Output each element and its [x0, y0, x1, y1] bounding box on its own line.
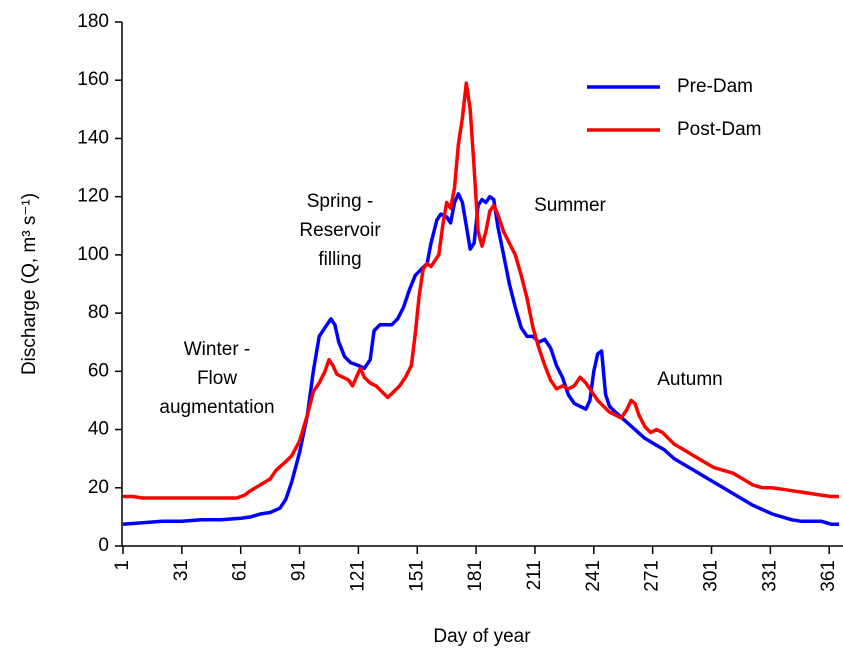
- legend-label: Post-Dam: [677, 119, 761, 140]
- y-tick-label: 20: [88, 477, 109, 498]
- x-tick-label: 271: [642, 560, 663, 592]
- y-tick-label: 0: [98, 535, 109, 556]
- y-tick-label: 120: [77, 186, 109, 207]
- x-tick-label: 331: [759, 560, 780, 592]
- annotation: filling: [318, 249, 361, 270]
- annotation: Summer: [534, 195, 606, 216]
- legend-label: Pre-Dam: [677, 76, 753, 97]
- x-tick-label: 151: [406, 560, 427, 592]
- y-tick-label: 100: [77, 244, 109, 265]
- x-tick-label: 31: [171, 560, 192, 581]
- annotation: augmentation: [159, 397, 274, 418]
- y-tick-label: 60: [88, 360, 109, 381]
- x-tick-label: 181: [465, 560, 486, 592]
- annotation: Autumn: [657, 369, 722, 390]
- x-tick-label: 1: [112, 560, 133, 571]
- data-line: [122, 192, 839, 526]
- y-tick-label: 140: [77, 127, 109, 148]
- y-tick-label: 40: [88, 419, 109, 440]
- x-tick-label: 61: [230, 560, 251, 581]
- data-line: [123, 81, 839, 500]
- y-tick-label: 80: [88, 302, 109, 323]
- x-axis-label: Day of year: [433, 626, 531, 647]
- y-tick-label: 180: [77, 11, 109, 32]
- x-tick-label: 211: [524, 560, 545, 590]
- x-tick-label: 301: [701, 560, 722, 592]
- y-tick-label: 160: [77, 69, 109, 90]
- annotation: Reservoir: [299, 220, 381, 241]
- annotation: Winter -: [184, 339, 251, 360]
- x-tick-label: 91: [289, 560, 310, 581]
- x-tick-label: 361: [818, 560, 839, 592]
- annotation: Spring -: [307, 191, 374, 212]
- y-axis-label: Discharge (Q, m³ s⁻¹): [19, 193, 40, 375]
- x-tick-label: 241: [583, 560, 604, 592]
- x-tick-label: 121: [347, 560, 368, 592]
- annotation: Flow: [197, 368, 237, 389]
